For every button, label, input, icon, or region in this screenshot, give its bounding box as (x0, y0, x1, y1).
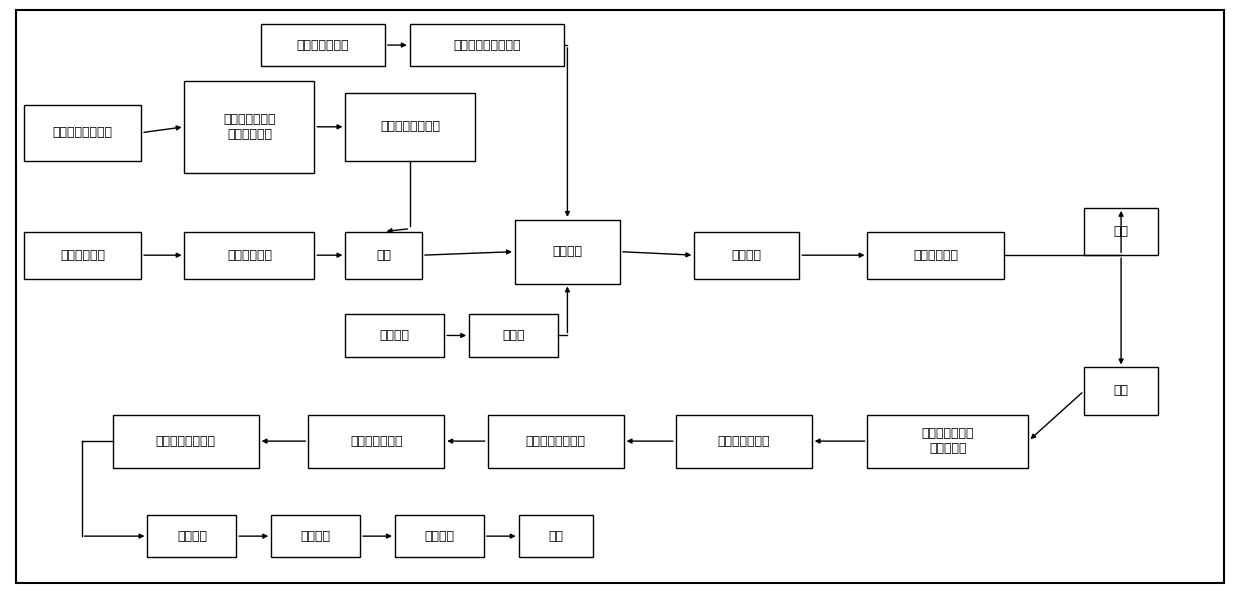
Bar (694, 232, 800, 279)
Bar (1084, 367, 1158, 415)
Bar (518, 515, 593, 557)
Bar (309, 415, 444, 468)
Text: 试验: 试验 (1114, 225, 1128, 238)
Text: 安装套管及组部件: 安装套管及组部件 (156, 435, 216, 448)
Text: 变压器油: 变压器油 (379, 329, 410, 342)
Text: 安装套管及组部件: 安装套管及组部件 (526, 435, 585, 448)
Bar (515, 220, 620, 283)
Bar (24, 105, 141, 161)
Bar (676, 415, 812, 468)
Bar (1084, 208, 1158, 255)
Bar (868, 232, 1003, 279)
Bar (24, 232, 141, 279)
Text: 准备开关及阀侧引线: 准备开关及阀侧引线 (454, 39, 521, 52)
Bar (272, 515, 360, 557)
Bar (262, 24, 384, 66)
Text: 热油循环: 热油循环 (424, 530, 454, 543)
Bar (185, 232, 315, 279)
Text: 一次装成: 一次装成 (552, 245, 583, 258)
Bar (345, 93, 475, 161)
Text: 真空注油: 真空注油 (300, 530, 331, 543)
Text: 冷却装置的组装: 冷却装置的组装 (296, 39, 350, 52)
Text: 放油: 放油 (1114, 384, 1128, 397)
Bar (469, 314, 558, 357)
Bar (113, 415, 259, 468)
Text: 真空注油: 真空注油 (732, 248, 761, 262)
Bar (409, 24, 564, 66)
Bar (868, 415, 1028, 468)
Bar (185, 81, 315, 173)
Text: 临时运输油箱入位: 临时运输油箱入位 (52, 126, 113, 139)
Text: 主体转运至站外: 主体转运至站外 (350, 435, 403, 448)
Bar (345, 232, 422, 279)
Text: 扣罩: 扣罩 (376, 248, 391, 262)
Text: 静放: 静放 (548, 530, 563, 543)
Bar (394, 515, 484, 557)
Bar (487, 415, 624, 468)
Text: 将器身吊入油箱内: 将器身吊入油箱内 (381, 120, 440, 133)
Text: 向临时运输油箱
内充干燥空气: 向临时运输油箱 内充干燥空气 (223, 113, 275, 141)
Text: 加电热油循环: 加电热油循环 (913, 248, 959, 262)
Text: 拆网、阀侧套管
及冷却装置: 拆网、阀侧套管 及冷却装置 (921, 427, 975, 455)
Text: 主体转运至站外: 主体转运至站外 (718, 435, 770, 448)
Bar (148, 515, 237, 557)
Text: 油过滤: 油过滤 (502, 329, 525, 342)
Bar (345, 314, 444, 357)
Text: 主体油箱入位: 主体油箱入位 (60, 248, 105, 262)
Text: 上台入位: 上台入位 (177, 530, 207, 543)
Text: 主体油箱吊盖: 主体油箱吊盖 (227, 248, 272, 262)
